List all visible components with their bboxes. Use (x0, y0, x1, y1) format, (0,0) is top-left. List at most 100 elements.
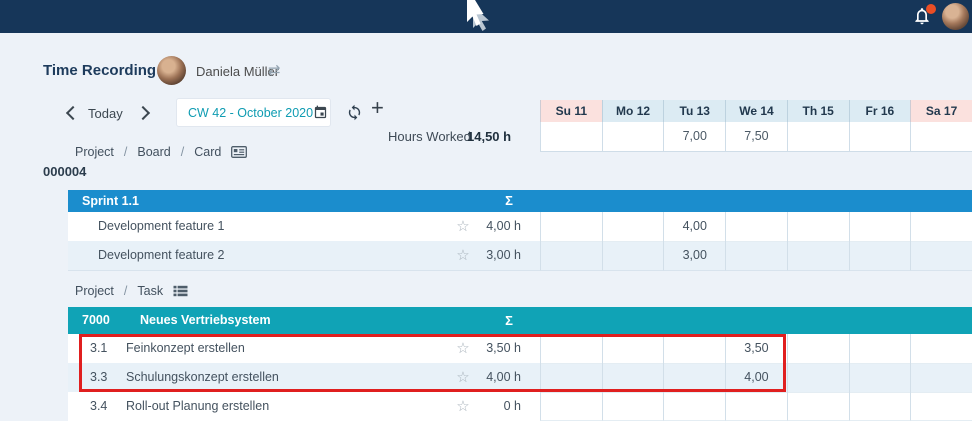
task-number: 3.1 (90, 341, 108, 355)
time-cell[interactable] (786, 212, 849, 242)
notifications-button[interactable] (912, 4, 936, 28)
time-cell[interactable] (540, 212, 602, 242)
time-cell[interactable] (540, 334, 602, 364)
board-code: 000004 (43, 164, 87, 179)
time-cell[interactable] (663, 392, 726, 421)
top-bar (0, 0, 972, 33)
daily-total-cell[interactable] (786, 122, 849, 152)
favorite-star-icon[interactable]: ☆ (456, 369, 470, 386)
selected-user-avatar[interactable] (157, 56, 186, 85)
time-cell[interactable] (725, 392, 787, 421)
time-cell[interactable] (910, 363, 972, 393)
breadcrumb-task: Project / Task (75, 284, 188, 298)
row-total: 0 h (503, 399, 521, 413)
daily-total-cell[interactable] (848, 122, 911, 152)
favorite-star-icon[interactable]: ☆ (448, 241, 478, 271)
daily-total-cell[interactable]: 7,50 (725, 122, 787, 152)
task-list-icon[interactable] (173, 285, 188, 297)
breadcrumb-project[interactable]: Project (75, 145, 114, 159)
next-week-button[interactable] (135, 105, 151, 121)
time-cell[interactable] (601, 212, 664, 242)
day-header: Mo 12 (601, 100, 664, 122)
project-table-header: 7000 Neues Vertriebsystem Σ (68, 307, 972, 334)
time-cell[interactable] (910, 334, 972, 364)
breadcrumb-separator: / (123, 145, 128, 159)
task-name[interactable]: 3.1 Feinkonzept erstellen (68, 334, 448, 364)
time-cell[interactable]: 3,50 (725, 334, 787, 364)
time-cell[interactable] (663, 363, 726, 393)
time-cell[interactable]: 3,00 (663, 241, 726, 271)
week-selector-value: CW 42 - October 2020 (188, 105, 314, 120)
time-cell[interactable] (601, 363, 664, 393)
favorite-star-icon[interactable]: ☆ (456, 218, 470, 235)
add-entry-button[interactable]: + (371, 95, 384, 120)
project-number: 7000 (82, 313, 110, 327)
week-selector[interactable]: CW 42 - October 2020 (177, 99, 330, 126)
task-name[interactable]: 3.3 Schulungskonzept erstellen (68, 363, 448, 393)
hours-worked-row: 7,00 7,50 (540, 122, 972, 152)
time-cell[interactable] (725, 212, 787, 242)
time-cell[interactable] (910, 212, 972, 242)
selected-user-name: Daniela Müller (196, 64, 280, 79)
week-header: Su 11 Mo 12 Tu 13 We 14 Th 15 Fr 16 Sa 1… (540, 100, 972, 122)
time-cell[interactable] (848, 334, 911, 364)
breadcrumb-card[interactable]: Card (194, 145, 222, 159)
hours-worked-label: Hours Worked (388, 129, 471, 144)
task-name[interactable]: Development feature 1 (98, 219, 225, 233)
time-cell[interactable] (540, 392, 602, 421)
task-row: Development feature 1 ☆ 4,00 h 4,00 (68, 212, 972, 242)
card-icon[interactable] (231, 146, 248, 158)
cursor-icon (467, 0, 489, 31)
time-cell[interactable] (786, 363, 849, 393)
breadcrumb-task-seg[interactable]: Task (137, 284, 164, 298)
time-cell[interactable] (848, 363, 911, 393)
daily-total-cell[interactable] (601, 122, 664, 152)
time-cell[interactable] (725, 241, 787, 271)
favorite-star-icon[interactable]: ☆ (456, 340, 470, 357)
daily-total-cell[interactable] (540, 122, 602, 152)
time-cell[interactable] (910, 392, 972, 421)
time-cell[interactable] (848, 212, 911, 242)
row-total: 3,00 h (478, 241, 540, 271)
task-name[interactable]: Development feature 2 (68, 241, 448, 271)
task-row: 3.3 Schulungskonzept erstellen ☆ 4,00 h … (68, 363, 972, 393)
row-total: 3,50 h (486, 341, 521, 355)
bell-icon (915, 8, 929, 25)
switch-user-icon[interactable]: ⇄ (268, 62, 281, 79)
daily-total-cell[interactable] (910, 122, 972, 152)
breadcrumb-separator: / (180, 145, 185, 159)
time-cell[interactable] (786, 241, 849, 271)
sprint-title: Sprint 1.1 (82, 194, 139, 208)
breadcrumb-separator: / (123, 284, 128, 298)
sprint-table: Sprint 1.1 Σ Development feature 1 ☆ 4,0… (68, 190, 972, 271)
task-number: 3.3 (90, 370, 108, 384)
time-cell[interactable] (786, 334, 849, 364)
day-header: Su 11 (540, 100, 602, 122)
task-name[interactable]: 3.4 Roll-out Planung erstellen (68, 392, 448, 421)
previous-week-button[interactable] (65, 105, 81, 121)
sum-column-header: Σ (505, 193, 513, 208)
today-button[interactable]: Today (88, 106, 123, 121)
time-cell[interactable]: 4,00 (663, 212, 726, 242)
time-cell[interactable] (540, 363, 602, 393)
refresh-button[interactable] (346, 104, 363, 121)
breadcrumb-board-seg[interactable]: Board (137, 145, 171, 159)
account-avatar[interactable] (942, 3, 969, 30)
time-cell[interactable] (663, 334, 726, 364)
time-cell[interactable] (848, 392, 911, 421)
daily-total-cell[interactable]: 7,00 (663, 122, 726, 152)
time-cell[interactable] (540, 241, 602, 271)
time-cell[interactable] (910, 241, 972, 271)
time-cell[interactable] (848, 241, 911, 271)
calendar-icon[interactable] (313, 105, 328, 120)
favorite-star-icon[interactable]: ☆ (456, 398, 470, 415)
time-cell[interactable] (601, 334, 664, 364)
row-total: 4,00 h (486, 370, 521, 384)
task-row: 3.1 Feinkonzept erstellen ☆ 3,50 h 3,50 (68, 334, 972, 364)
time-cell[interactable]: 4,00 (725, 363, 787, 393)
time-cell[interactable] (601, 392, 664, 421)
breadcrumb-project[interactable]: Project (75, 284, 114, 298)
time-cell[interactable] (786, 392, 849, 421)
time-cell[interactable] (601, 241, 664, 271)
